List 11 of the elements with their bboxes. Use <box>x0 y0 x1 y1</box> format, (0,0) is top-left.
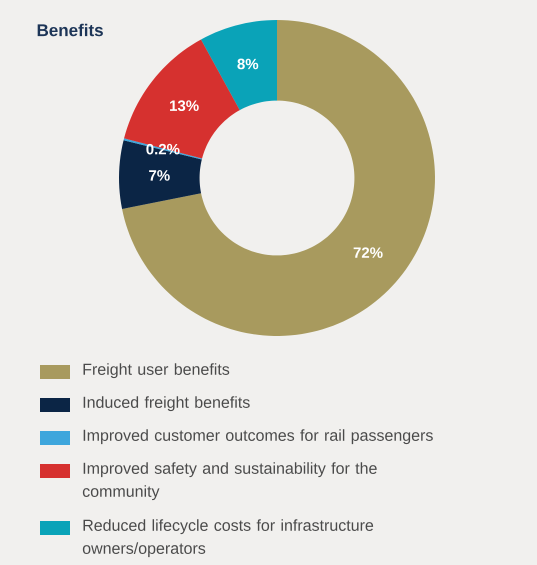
data-label: 8% <box>237 58 258 70</box>
data-label: 0.2% <box>146 144 180 154</box>
data-label: 7% <box>149 170 170 181</box>
data-label: 72% <box>354 247 383 258</box>
legend-label: Improved safety and sustainability for the community <box>82 462 377 500</box>
data-label: 13% <box>170 100 199 112</box>
legend-label: Induced freight benefits <box>84 396 250 412</box>
legend-label: Improved customer outcomes for rail passengers <box>84 429 433 444</box>
legend-label: Freight user benefits <box>84 363 230 378</box>
chart-title: Benefits <box>38 24 103 36</box>
legend-label: Reduced lifecycle costs for infrastructure owners/operators <box>82 519 374 558</box>
